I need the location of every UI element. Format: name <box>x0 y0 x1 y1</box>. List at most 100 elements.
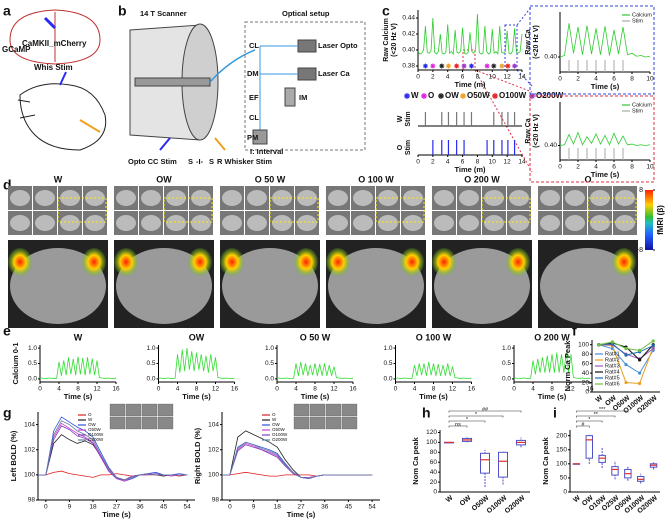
y-tick-label: 0.0 <box>146 376 155 383</box>
diagram-label: CL <box>249 113 259 122</box>
point <box>624 362 628 367</box>
panel-letter: e <box>3 323 11 339</box>
y-axis-label: Calcium 0-1 <box>11 342 20 384</box>
significance-label: * <box>475 412 478 418</box>
diagram-label: Laser Opto <box>318 41 358 50</box>
diagram-a <box>9 9 107 151</box>
x-tick-label: 8 <box>630 76 634 83</box>
mri-thumbnail <box>109 403 126 417</box>
x-tick-label: 12 <box>504 74 512 81</box>
legend-label: OW <box>88 422 97 427</box>
mri-brain <box>353 215 373 231</box>
mri-brain <box>509 215 529 231</box>
x-tick-label: 16 <box>349 386 357 393</box>
x-tick-label: 8 <box>432 386 436 393</box>
mri-brain <box>565 190 585 206</box>
roi-box <box>375 197 425 223</box>
point <box>624 380 628 385</box>
series-line <box>222 441 373 480</box>
diagram-label: 14 T Scanner <box>140 9 187 18</box>
y-tick-label: 0.0 <box>265 376 274 383</box>
mri-brain <box>297 215 317 231</box>
legend-swatch <box>460 93 466 99</box>
x-tick-label: 9 <box>252 504 256 511</box>
y-tick-label: 100 <box>578 341 589 348</box>
x-tick-label: 12 <box>504 159 512 166</box>
chart-title: W <box>74 332 83 342</box>
roi-box <box>269 197 319 223</box>
significance-bracket <box>576 410 629 413</box>
y-tick-label: 0 <box>433 489 437 496</box>
diagram-label: I: Interval <box>250 147 283 156</box>
point <box>638 348 642 352</box>
box-body <box>498 451 508 478</box>
x-tick-label: 16 <box>231 386 239 393</box>
y-tick-label: 0.0 <box>502 376 511 383</box>
mri-thumbnail <box>293 416 310 430</box>
colorbar-tick-label: -8 <box>637 247 643 254</box>
roi-box <box>587 197 637 223</box>
chart-title: O 100 W <box>416 332 452 342</box>
y-tick-label: 40 <box>430 469 438 476</box>
mri-thumbnail <box>325 403 342 417</box>
point <box>610 340 615 344</box>
stim-marker <box>439 63 445 69</box>
activation <box>8 248 32 276</box>
y-tick-label: 98 <box>212 497 220 504</box>
legend-label: O100W <box>499 91 527 100</box>
y-axis-label: O <box>397 144 404 150</box>
y-tick-label: 100 <box>556 461 567 468</box>
panel-letter: d <box>3 177 12 193</box>
mri-brain <box>166 215 186 231</box>
legend-label: W <box>88 417 93 422</box>
mri-brain <box>540 215 560 231</box>
colorbar-label: fMRI (β) <box>656 205 665 235</box>
legend-label: Rat#4 <box>605 369 620 375</box>
colorbar-tick-label: 8 <box>639 187 643 194</box>
significance-label: ns <box>455 422 461 428</box>
legend-label: O50W <box>88 427 102 432</box>
inset-connectors <box>462 5 533 173</box>
legend-label: Stim <box>632 108 643 114</box>
x-tick-label: 14 <box>518 159 526 166</box>
series-line <box>276 361 353 380</box>
y-tick-label: 60 <box>582 360 590 367</box>
mri-brain <box>35 190 55 206</box>
stim-marker <box>422 63 428 69</box>
x-tick-label: 2 <box>431 74 435 81</box>
panel-letter: f <box>572 323 577 339</box>
inset-frame <box>529 95 655 183</box>
mri-brain <box>590 215 610 231</box>
x-tick-label: 6 <box>461 74 465 81</box>
activation <box>506 248 530 276</box>
significance-bracket <box>576 420 603 423</box>
series-line <box>222 430 373 480</box>
y-tick-label: 0.0 <box>383 376 392 383</box>
point <box>638 371 642 375</box>
x-tick-label: 9 <box>68 504 72 511</box>
y-tick-label: 0.0 <box>28 376 37 383</box>
mri-thumbnail <box>141 403 158 417</box>
series-line <box>395 361 472 380</box>
significance-bracket <box>576 415 616 418</box>
mri-brain <box>222 215 242 231</box>
x-tick-label: 6 <box>612 76 616 83</box>
y-tick-label: 0.5 <box>502 360 511 367</box>
legend-label: Rat#2 <box>605 357 620 363</box>
significance-label: * <box>588 417 591 423</box>
inset-frame <box>529 5 655 95</box>
x-tick-label: 4 <box>446 159 450 166</box>
mri-thumbnail <box>309 403 326 417</box>
mri-thumbnail <box>293 403 310 417</box>
stim-marker <box>491 63 497 69</box>
x-tick-label: 12 <box>449 386 457 393</box>
chart-title: O 50 W <box>300 332 331 342</box>
legend-label: O50W <box>272 427 286 432</box>
image-title: O <box>584 174 591 184</box>
chart-title: OW <box>189 332 205 342</box>
point <box>638 381 642 386</box>
x-tick-label: 2 <box>576 76 580 83</box>
legend-label: Rat#3 <box>605 363 620 369</box>
x-tick-label: 0 <box>416 74 420 81</box>
y-tick-label: 0.5 <box>383 360 392 367</box>
